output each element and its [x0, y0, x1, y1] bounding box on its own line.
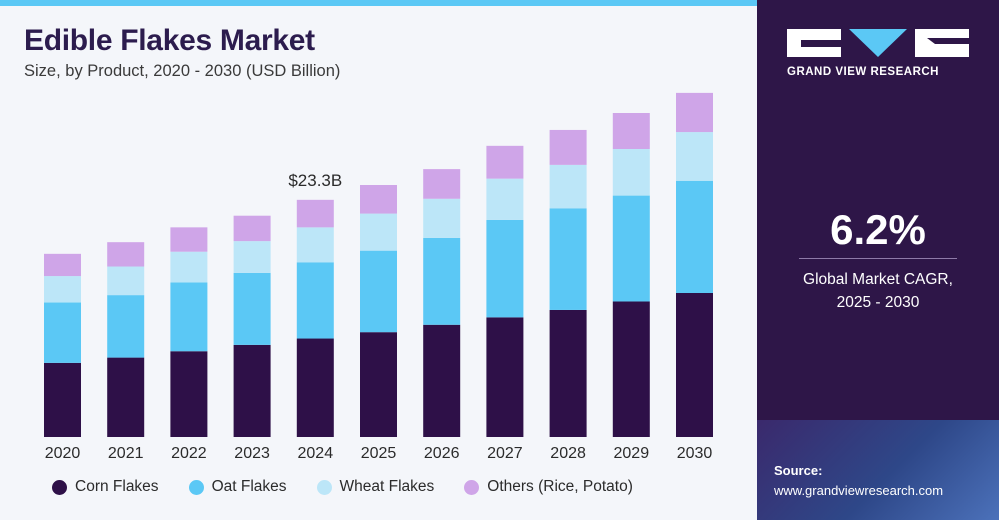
bar-wheat-2025 — [360, 213, 397, 251]
bar-oat-2030 — [676, 180, 713, 293]
bar-others-2029 — [612, 113, 650, 149]
bar-oat-2022 — [170, 282, 208, 352]
bar-oat-2025 — [360, 250, 397, 333]
bar-wheat-2020 — [44, 276, 81, 303]
cagr-divider — [799, 258, 957, 259]
brand-name: GRAND VIEW RESEARCH — [787, 66, 939, 78]
bar-corn-2026 — [423, 324, 461, 437]
x-tick-label-2020: 2020 — [45, 445, 81, 462]
bar-others-2030 — [676, 92, 713, 133]
bar-wheat-2021 — [107, 266, 145, 296]
x-tick-label-2024: 2024 — [298, 445, 334, 462]
top-accent-bar — [0, 0, 757, 6]
bar-others-2021 — [107, 242, 145, 267]
bar-oat-2027 — [486, 219, 524, 318]
bar-corn-2022 — [170, 351, 208, 437]
cagr-label-line2: 2025 - 2030 — [836, 294, 920, 311]
bar-others-2022 — [170, 227, 208, 252]
bar-corn-2027 — [486, 317, 524, 437]
legend-item-oat: Oat Flakes — [188, 478, 287, 496]
legend-swatch-wheat — [316, 479, 332, 495]
decorative-pattern — [757, 420, 999, 520]
bar-wheat-2023 — [233, 241, 271, 273]
x-tick-label-2027: 2027 — [487, 445, 523, 462]
bar-corn-2025 — [360, 332, 397, 437]
bar-corn-2028 — [549, 309, 587, 437]
bar-wheat-2027 — [486, 178, 524, 220]
bar-others-2028 — [549, 129, 587, 165]
bar-corn-2029 — [612, 301, 650, 437]
info-sidebar: GRAND VIEW RESEARCH 6.2% Global Market C… — [757, 0, 999, 520]
stacked-bar-chart: 2020 2021 2022 2023 2024 $23.3B 2025 2026 2027 20… — [44, 92, 713, 462]
chart-panel: Edible Flakes Market Size, by Product, 2… — [0, 0, 757, 520]
bar-wheat-2024 — [296, 227, 334, 263]
bar-corn-2023 — [233, 344, 271, 437]
x-tick-label-2029: 2029 — [614, 445, 650, 462]
cagr-value: 6.2% — [830, 206, 926, 253]
x-tick-label-2025: 2025 — [361, 445, 397, 462]
cagr-label-line1: Global Market CAGR, — [803, 271, 953, 288]
bar-corn-2030 — [676, 293, 713, 437]
bar-wheat-2028 — [549, 164, 587, 209]
legend-label-corn: Corn Flakes — [75, 478, 159, 495]
bar-oat-2028 — [549, 208, 587, 310]
bar-oat-2024 — [296, 262, 334, 339]
bar-others-2020 — [44, 253, 81, 277]
legend-swatch-others — [464, 479, 480, 495]
chart-subtitle: Size, by Product, 2020 - 2030 (USD Billi… — [24, 62, 341, 80]
legend-label-oat: Oat Flakes — [211, 478, 287, 495]
bar-oat-2029 — [612, 195, 650, 302]
legend-item-others: Others (Rice, Potato) — [464, 478, 633, 496]
grand-view-research-logo — [787, 29, 969, 57]
legend-label-others: Others (Rice, Potato) — [487, 478, 633, 495]
bar-wheat-2030 — [676, 132, 713, 181]
x-tick-label-2023: 2023 — [234, 445, 270, 462]
source-title: Source: — [774, 463, 823, 478]
bar-oat-2020 — [44, 302, 81, 363]
bar-others-2025 — [360, 185, 397, 214]
bar-others-2023 — [233, 215, 271, 242]
chart-title: Edible Flakes Market — [24, 24, 315, 57]
legend-swatch-oat — [188, 479, 204, 495]
x-tick-label-2026: 2026 — [424, 445, 460, 462]
bar-wheat-2022 — [170, 251, 208, 283]
chart-legend: Corn Flakes Oat Flakes Wheat Flakes Othe… — [52, 478, 663, 496]
x-tick-label-2028: 2028 — [550, 445, 586, 462]
legend-item-wheat: Wheat Flakes — [316, 478, 435, 496]
bar-oat-2023 — [233, 272, 271, 345]
bar-corn-2020 — [44, 362, 81, 437]
bar-oat-2021 — [107, 295, 145, 358]
legend-swatch-corn — [52, 479, 67, 495]
source-link[interactable]: www.grandviewresearch.com — [774, 483, 944, 498]
bar-corn-2024 — [296, 338, 334, 437]
bar-others-2024 — [296, 199, 334, 228]
x-tick-label-2021: 2021 — [108, 445, 144, 462]
cagr-label: Global Market CAGR, 2025 - 2030 — [757, 268, 999, 314]
x-tick-label-2030: 2030 — [677, 445, 713, 462]
x-tick-label-2022: 2022 — [171, 445, 207, 462]
bar-others-2027 — [486, 145, 524, 179]
bar-others-2026 — [423, 169, 461, 199]
legend-item-corn: Corn Flakes — [52, 478, 159, 496]
legend-label-wheat: Wheat Flakes — [339, 478, 435, 495]
bar-corn-2021 — [107, 357, 145, 437]
bar-wheat-2029 — [612, 149, 650, 196]
bar-total-annotation: $23.3B — [288, 171, 342, 190]
bar-oat-2026 — [423, 237, 461, 325]
bar-wheat-2026 — [423, 198, 461, 238]
